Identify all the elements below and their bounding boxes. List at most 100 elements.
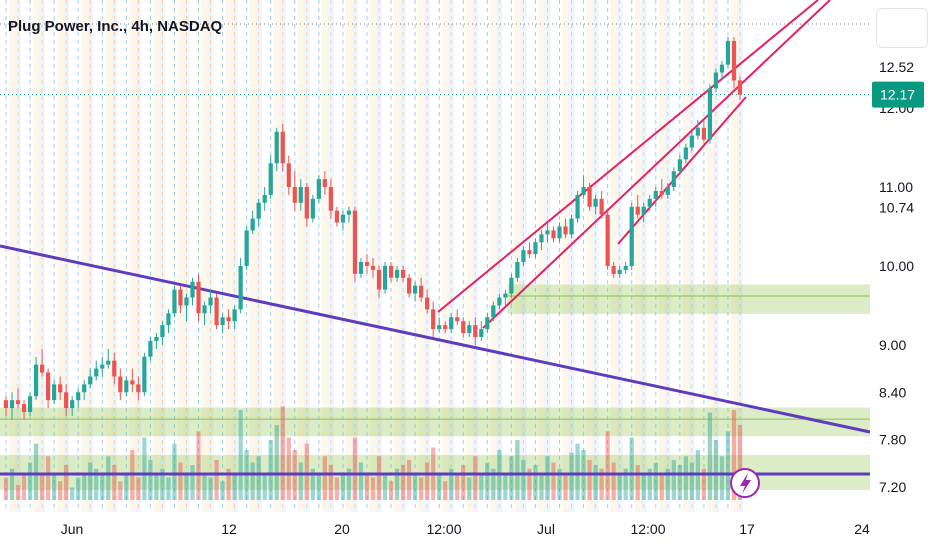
candle-body[interactable]	[262, 194, 267, 203]
candle-body[interactable]	[322, 179, 327, 187]
candle-body[interactable]	[178, 289, 183, 306]
candle-body[interactable]	[364, 262, 370, 266]
candle-body[interactable]	[190, 281, 195, 298]
candle-body[interactable]	[346, 210, 352, 215]
candle-body[interactable]	[551, 230, 556, 239]
candle-body[interactable]	[33, 364, 39, 397]
candle-body[interactable]	[58, 384, 63, 393]
candle-body[interactable]	[148, 340, 153, 357]
candle-body[interactable]	[124, 380, 129, 393]
candle-body[interactable]	[497, 297, 502, 306]
descending-trendline[interactable]	[0, 244, 871, 434]
candle-body[interactable]	[653, 190, 658, 199]
candle-body[interactable]	[665, 187, 670, 195]
candle-body[interactable]	[184, 297, 189, 306]
candle-body[interactable]	[593, 198, 598, 207]
candle-body[interactable]	[88, 376, 93, 385]
candle-body[interactable]	[136, 384, 141, 393]
candle-body[interactable]	[683, 147, 688, 160]
candle-body[interactable]	[100, 364, 105, 369]
candle-body[interactable]	[340, 214, 346, 223]
candle-body[interactable]	[647, 198, 652, 207]
candle-body[interactable]	[491, 305, 496, 318]
candle-body[interactable]	[539, 234, 544, 243]
candle-body[interactable]	[437, 325, 442, 330]
candle-body[interactable]	[52, 384, 57, 401]
candle-body[interactable]	[154, 337, 159, 341]
channel-lower-line[interactable]	[617, 96, 747, 245]
candle-body[interactable]	[461, 321, 466, 334]
candle-body[interactable]	[473, 325, 478, 337]
channel-upper-line[interactable]	[437, 0, 819, 313]
candle-body[interactable]	[659, 190, 664, 195]
candle-body[interactable]	[172, 289, 177, 314]
candle-body[interactable]	[376, 269, 382, 290]
candle-body[interactable]	[467, 325, 472, 334]
candle-body[interactable]	[479, 329, 484, 337]
candle-body[interactable]	[94, 368, 99, 377]
candle-body[interactable]	[274, 131, 279, 164]
candle-body[interactable]	[599, 198, 604, 215]
candle-body[interactable]	[3, 400, 9, 409]
candle-body[interactable]	[27, 396, 33, 412]
candle-body[interactable]	[413, 285, 418, 294]
candle-body[interactable]	[160, 325, 165, 337]
candle-body[interactable]	[545, 230, 550, 235]
candle-body[interactable]	[76, 392, 81, 401]
candle-body[interactable]	[737, 80, 743, 95]
candle-body[interactable]	[515, 262, 520, 278]
candle-body[interactable]	[15, 400, 21, 405]
candle-body[interactable]	[713, 72, 719, 89]
candle-body[interactable]	[419, 285, 424, 298]
candle-body[interactable]	[358, 262, 364, 274]
candle-body[interactable]	[21, 404, 27, 412]
candle-body[interactable]	[611, 265, 616, 274]
candle-body[interactable]	[316, 179, 321, 199]
candle-body[interactable]	[701, 127, 707, 140]
candle-body[interactable]	[449, 317, 454, 330]
candle-body[interactable]	[605, 214, 610, 266]
candle-body[interactable]	[509, 277, 514, 294]
candle-body[interactable]	[310, 198, 315, 219]
candle-body[interactable]	[106, 360, 111, 365]
candle-body[interactable]	[455, 317, 460, 322]
candle-body[interactable]	[292, 187, 297, 203]
candle-body[interactable]	[256, 202, 261, 219]
candle-body[interactable]	[575, 194, 580, 219]
candle-body[interactable]	[208, 297, 213, 306]
candle-body[interactable]	[118, 376, 123, 393]
candle-body[interactable]	[238, 265, 243, 310]
candle-body[interactable]	[39, 364, 45, 373]
candle-body[interactable]	[406, 277, 412, 294]
candle-body[interactable]	[569, 218, 574, 235]
candle-body[interactable]	[70, 400, 75, 409]
candle-body[interactable]	[328, 187, 333, 211]
candle-body[interactable]	[503, 293, 508, 298]
candle-body[interactable]	[382, 265, 388, 290]
candle-body[interactable]	[671, 171, 676, 187]
candle-body[interactable]	[425, 297, 430, 310]
candle-body[interactable]	[334, 210, 340, 223]
candle-body[interactable]	[370, 265, 376, 270]
candle-body[interactable]	[298, 187, 303, 203]
candle-body[interactable]	[400, 269, 406, 278]
candle-body[interactable]	[244, 230, 249, 266]
price-scale-button[interactable]	[876, 8, 928, 48]
candle-body[interactable]	[617, 269, 622, 274]
candle-body[interactable]	[629, 206, 634, 266]
candle-body[interactable]	[46, 372, 51, 401]
candle-body[interactable]	[719, 64, 725, 73]
candle-body[interactable]	[527, 250, 532, 255]
candle-body[interactable]	[677, 159, 682, 172]
candle-body[interactable]	[623, 265, 628, 270]
candle-body[interactable]	[166, 313, 171, 326]
candle-body[interactable]	[214, 297, 219, 326]
candle-body[interactable]	[587, 187, 592, 207]
candle-body[interactable]	[250, 218, 255, 231]
candle-body[interactable]	[695, 127, 700, 136]
candle-body[interactable]	[581, 187, 586, 195]
channel-outer-line[interactable]	[482, 0, 831, 329]
candle-body[interactable]	[431, 309, 436, 330]
candle-body[interactable]	[82, 384, 87, 393]
